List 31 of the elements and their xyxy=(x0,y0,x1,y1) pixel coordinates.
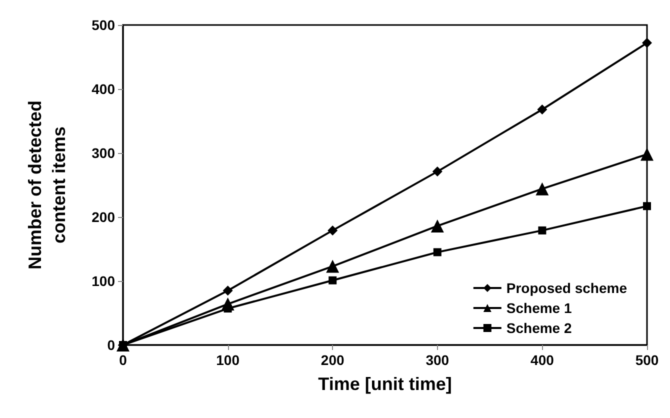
point xyxy=(222,286,233,296)
point xyxy=(224,304,232,313)
point xyxy=(640,148,654,161)
point xyxy=(537,104,548,114)
x-tick-label: 500 xyxy=(635,352,659,368)
point xyxy=(430,219,444,232)
point xyxy=(538,226,546,234)
x-tick-label: 100 xyxy=(216,352,240,368)
y-tick-label: 500 xyxy=(92,17,116,33)
point xyxy=(642,38,652,48)
point xyxy=(326,260,340,273)
point xyxy=(643,202,651,210)
y-tick-label: 0 xyxy=(107,337,116,353)
point xyxy=(328,225,338,236)
legend-label: Scheme 1 xyxy=(506,300,572,316)
y-tick-label: 200 xyxy=(92,209,116,225)
x-tick-label: 400 xyxy=(530,352,554,368)
y-tick-label: 100 xyxy=(92,273,116,289)
legend-label: Proposed scheme xyxy=(506,280,628,296)
y-axis-title: Number of detected content items xyxy=(25,100,69,270)
point xyxy=(328,276,337,284)
legend-label: Scheme 2 xyxy=(506,320,572,336)
y-tick-label: 400 xyxy=(92,81,116,97)
point xyxy=(536,182,549,196)
x-tick-label: 300 xyxy=(426,352,450,368)
point xyxy=(433,248,442,256)
y-tick-label: 300 xyxy=(92,145,116,161)
x-tick-label: 200 xyxy=(320,352,344,368)
x-axis-title: Time [unit time] xyxy=(318,374,452,394)
point xyxy=(432,166,442,177)
x-tick-label: 0 xyxy=(119,352,128,368)
